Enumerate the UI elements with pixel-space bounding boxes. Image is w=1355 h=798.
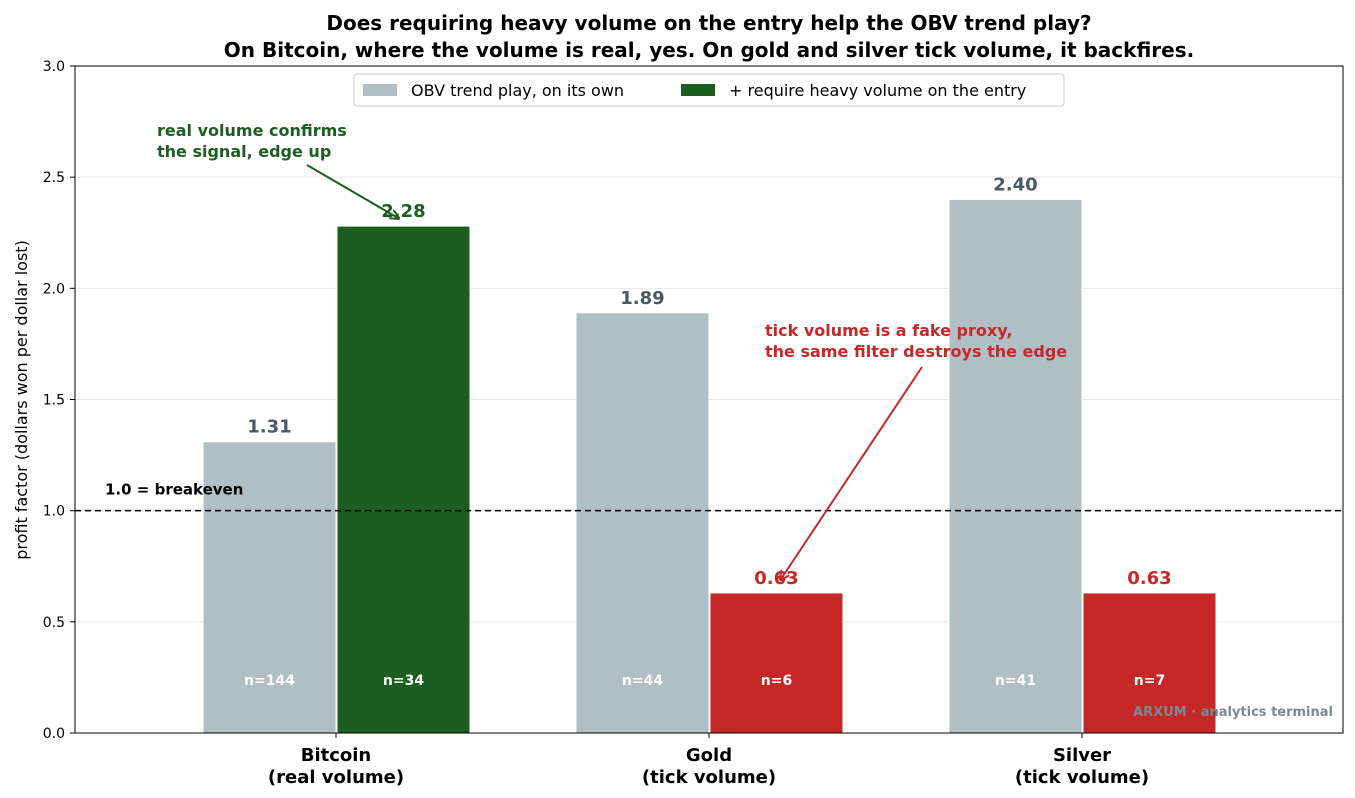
y-axis-label: profit factor (dollars won per dollar lo… bbox=[12, 240, 31, 560]
annotation-green: real volume confirms the signal, edge up bbox=[157, 121, 398, 218]
legend-label-heavy-volume: + require heavy volume on the entry bbox=[729, 81, 1026, 100]
y-tick-label: 2.5 bbox=[43, 170, 65, 186]
x-tick-label: (tick volume) bbox=[642, 767, 776, 788]
bar-n-label: n=34 bbox=[383, 673, 424, 689]
annotation-green-line1: real volume confirms bbox=[157, 121, 347, 140]
y-tick-label: 0.0 bbox=[43, 726, 65, 742]
bar-n-label: n=41 bbox=[995, 673, 1036, 689]
y-tick-label: 0.5 bbox=[43, 615, 65, 631]
bar bbox=[948, 198, 1083, 734]
chart-title-line2: On Bitcoin, where the volume is real, ye… bbox=[224, 38, 1194, 62]
x-tick-label: (real volume) bbox=[268, 767, 404, 788]
x-tick-label: (tick volume) bbox=[1015, 767, 1149, 788]
legend-swatch-heavy-volume bbox=[681, 84, 715, 96]
y-tick-label: 2.0 bbox=[43, 281, 65, 297]
x-tick-label: Silver bbox=[1053, 745, 1111, 766]
annotation-red-arrow bbox=[781, 366, 923, 579]
y-tick-label: 1.5 bbox=[43, 393, 65, 409]
legend: OBV trend play, on its own + require hea… bbox=[353, 73, 1065, 107]
bar-value-label: 0.63 bbox=[754, 568, 798, 589]
axes: 0.0 0.5 1.0 1.5 2.0 2.5 3.0 Bitcoin(real volume… bbox=[43, 59, 1149, 788]
bar-value-label: 1.31 bbox=[247, 417, 291, 438]
y-tick-label: 1.0 bbox=[43, 504, 65, 520]
annotation-red-line1: tick volume is a fake proxy, bbox=[765, 321, 1012, 340]
legend-label-obv: OBV trend play, on its own bbox=[411, 81, 624, 100]
x-tick-label: Gold bbox=[686, 745, 732, 766]
chart-title-line1: Does requiring heavy volume on the entry… bbox=[326, 11, 1091, 35]
bars bbox=[202, 198, 1217, 734]
bar-n-label: n=6 bbox=[761, 673, 792, 689]
y-tick-label: 3.0 bbox=[43, 59, 65, 75]
bar bbox=[709, 592, 844, 734]
annotation-red: tick volume is a fake proxy, the same fi… bbox=[765, 321, 1067, 579]
bar-n-label: n=144 bbox=[244, 673, 295, 689]
x-tick-label: Bitcoin bbox=[301, 745, 372, 766]
bar-value-label: 0.63 bbox=[1127, 568, 1171, 589]
watermark: ARXUM · analytics terminal bbox=[1133, 705, 1333, 720]
bar-n-label: n=44 bbox=[622, 673, 663, 689]
bar bbox=[336, 225, 471, 734]
annotation-red-line2: the same filter destroys the edge bbox=[765, 342, 1067, 361]
bar-value-label: 2.40 bbox=[993, 174, 1037, 195]
annotation-green-arrow bbox=[306, 164, 398, 218]
bar bbox=[202, 441, 337, 734]
reference-line-group: 1.0 = breakeven bbox=[75, 481, 1343, 512]
bar-n-label: n=7 bbox=[1134, 673, 1165, 689]
bar bbox=[575, 312, 710, 734]
annotation-green-line2: the signal, edge up bbox=[157, 142, 331, 161]
bar-value-label: 1.89 bbox=[620, 288, 664, 309]
legend-swatch-obv bbox=[363, 84, 397, 96]
breakeven-label: 1.0 = breakeven bbox=[105, 481, 243, 499]
